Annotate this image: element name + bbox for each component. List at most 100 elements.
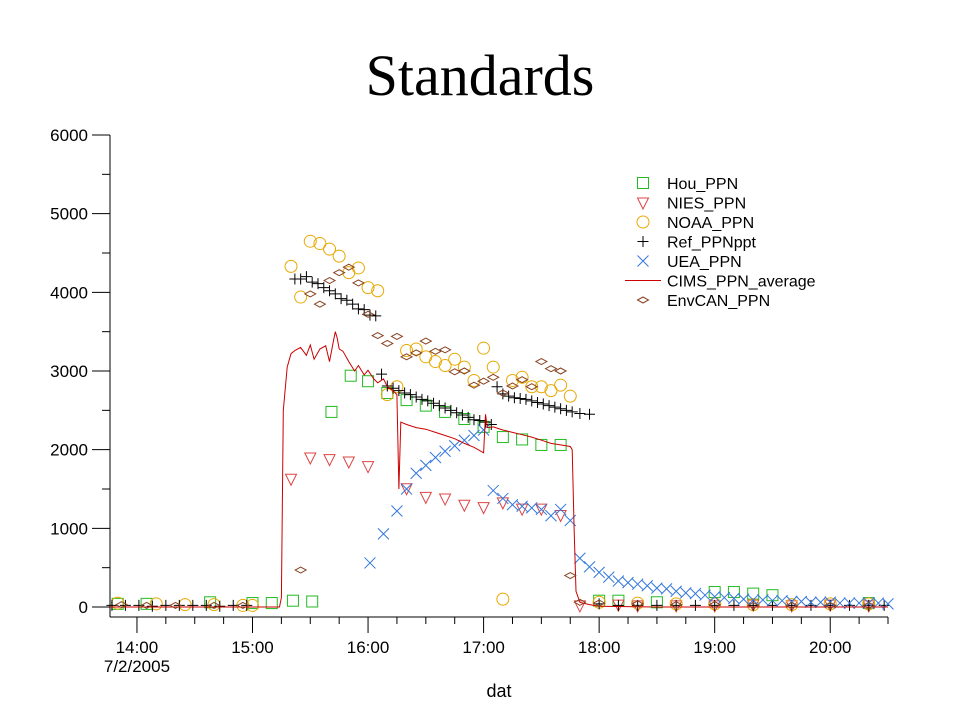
ref-ppnppt-point xyxy=(324,285,336,297)
envcan-ppn-point xyxy=(390,332,404,340)
envcan-ppn-point xyxy=(303,290,317,298)
hou-ppn-point xyxy=(747,587,760,600)
ref-ppnppt-point xyxy=(532,396,544,408)
legend-uea-ppn-swatch xyxy=(637,255,649,267)
legend-noaa-ppn-swatch xyxy=(636,215,650,229)
ref-ppnppt-point xyxy=(146,600,158,612)
envcan-ppn-point xyxy=(438,346,452,354)
ref-ppnppt-point xyxy=(485,418,497,430)
legend-cims-ppn-average-label: CIMS_PPN_average xyxy=(667,274,816,291)
hou-ppn-point xyxy=(362,375,375,388)
ref-ppnppt-point xyxy=(364,309,376,321)
noaa-ppn-point xyxy=(371,284,385,298)
uea-ppn-point xyxy=(506,498,519,511)
uea-ppn-point xyxy=(545,509,557,522)
envcan-ppn-point xyxy=(563,571,577,580)
uea-ppn-point xyxy=(448,439,461,452)
uea-ppn-point xyxy=(419,459,432,472)
noaa-ppn-point xyxy=(554,378,568,392)
envcan-ppn-point xyxy=(823,601,837,609)
envcan-ppn-point xyxy=(505,382,520,390)
legend-uea-ppn-label: UEA_PPN xyxy=(667,254,742,271)
hou-ppn-point xyxy=(727,586,740,599)
x-tick-label: 20:00 xyxy=(809,638,852,657)
envcan-ppn-point xyxy=(115,601,129,609)
uea-ppn-point xyxy=(377,527,390,540)
envcan-ppn-point xyxy=(361,310,375,318)
uea-ppn-point xyxy=(785,595,798,608)
ref-ppnppt-point xyxy=(728,599,740,611)
envcan-ppn-point xyxy=(400,353,414,361)
ref-ppnppt-point xyxy=(352,303,364,315)
nies-ppn-point xyxy=(342,456,356,470)
noaa-ppn-point xyxy=(563,389,577,403)
uea-ppn-point xyxy=(468,429,480,442)
ref-ppnppt-point xyxy=(200,599,212,611)
uea-ppn-point xyxy=(747,594,760,606)
ref-ppnppt-point xyxy=(318,282,330,294)
ref-ppnppt-point xyxy=(555,403,567,415)
noaa-ppn-point xyxy=(351,261,365,275)
uea-ppn-point xyxy=(631,578,644,591)
noaa-ppn-point xyxy=(178,598,192,612)
ref-ppnppt-point xyxy=(341,294,353,306)
uea-ppn-point xyxy=(805,596,817,609)
noaa-ppn-point xyxy=(409,342,423,356)
noaa-ppn-point xyxy=(390,380,404,394)
ref-ppnppt-point xyxy=(574,407,586,419)
uea-ppn-point xyxy=(882,597,894,610)
uea-ppn-point xyxy=(756,594,769,606)
uea-ppn-point xyxy=(689,587,702,600)
envcan-ppn-point xyxy=(708,601,722,609)
uea-ppn-point xyxy=(458,434,471,447)
hou-ppn-point xyxy=(419,399,432,412)
hou-ppn-point xyxy=(708,586,721,599)
ref-ppnppt-point xyxy=(468,414,480,426)
nies-ppn-point xyxy=(284,473,298,487)
uea-ppn-point xyxy=(400,483,413,495)
noaa-ppn-point xyxy=(294,290,308,304)
hou-ppn-point xyxy=(554,438,567,451)
x-tick-label: 15:00 xyxy=(231,638,274,657)
ref-ppnppt-point xyxy=(410,391,422,403)
ref-ppnppt-point xyxy=(632,599,644,611)
uea-ppn-point xyxy=(410,467,423,480)
noaa-ppn-point xyxy=(400,344,414,358)
envcan-ppn-point xyxy=(525,383,539,391)
x-tick-label: 16:00 xyxy=(347,638,390,657)
x-tick-label: 19:00 xyxy=(693,638,736,657)
uea-ppn-point xyxy=(679,586,692,599)
hou-ppn-point xyxy=(265,597,278,610)
uea-ppn-point xyxy=(670,585,683,598)
ref-ppnppt-point xyxy=(376,368,388,380)
y-tick-label: 3000 xyxy=(50,362,88,381)
ref-ppnppt-point xyxy=(491,381,503,393)
hou-ppn-point xyxy=(496,431,509,444)
uea-ppn-point xyxy=(583,561,596,573)
uea-ppn-point xyxy=(525,502,538,514)
noaa-ppn-point xyxy=(438,358,452,372)
envcan-ppn-point xyxy=(332,269,346,277)
uea-ppn-point xyxy=(554,503,567,516)
ref-ppnppt-point xyxy=(295,273,307,285)
ref-ppnppt-point xyxy=(404,389,416,401)
uea-ppn-point xyxy=(516,500,528,513)
ref-ppnppt-point xyxy=(526,395,538,407)
envcan-ppn-point xyxy=(371,332,385,340)
envcan-ppn-point xyxy=(669,601,683,609)
y-tick-label: 6000 xyxy=(50,126,88,145)
y-tick-label: 2000 xyxy=(50,441,88,460)
ref-ppnppt-point xyxy=(306,276,318,288)
cims-ppn-average-line xyxy=(110,331,888,608)
hou-ppn-point xyxy=(516,433,529,446)
y-tick-label: 5000 xyxy=(50,205,88,224)
noaa-ppn-point xyxy=(534,380,548,394)
ref-ppnppt-point xyxy=(347,298,359,310)
uea-ppn-point xyxy=(622,576,634,589)
noaa-ppn-point xyxy=(486,360,500,374)
ref-ppnppt-point xyxy=(462,411,474,423)
ref-ppnppt-point xyxy=(456,409,468,421)
uea-ppn-point xyxy=(602,571,615,583)
legend-envcan-ppn-label: EnvCAN_PPN xyxy=(667,293,770,310)
envcan-ppn-point xyxy=(409,349,423,357)
